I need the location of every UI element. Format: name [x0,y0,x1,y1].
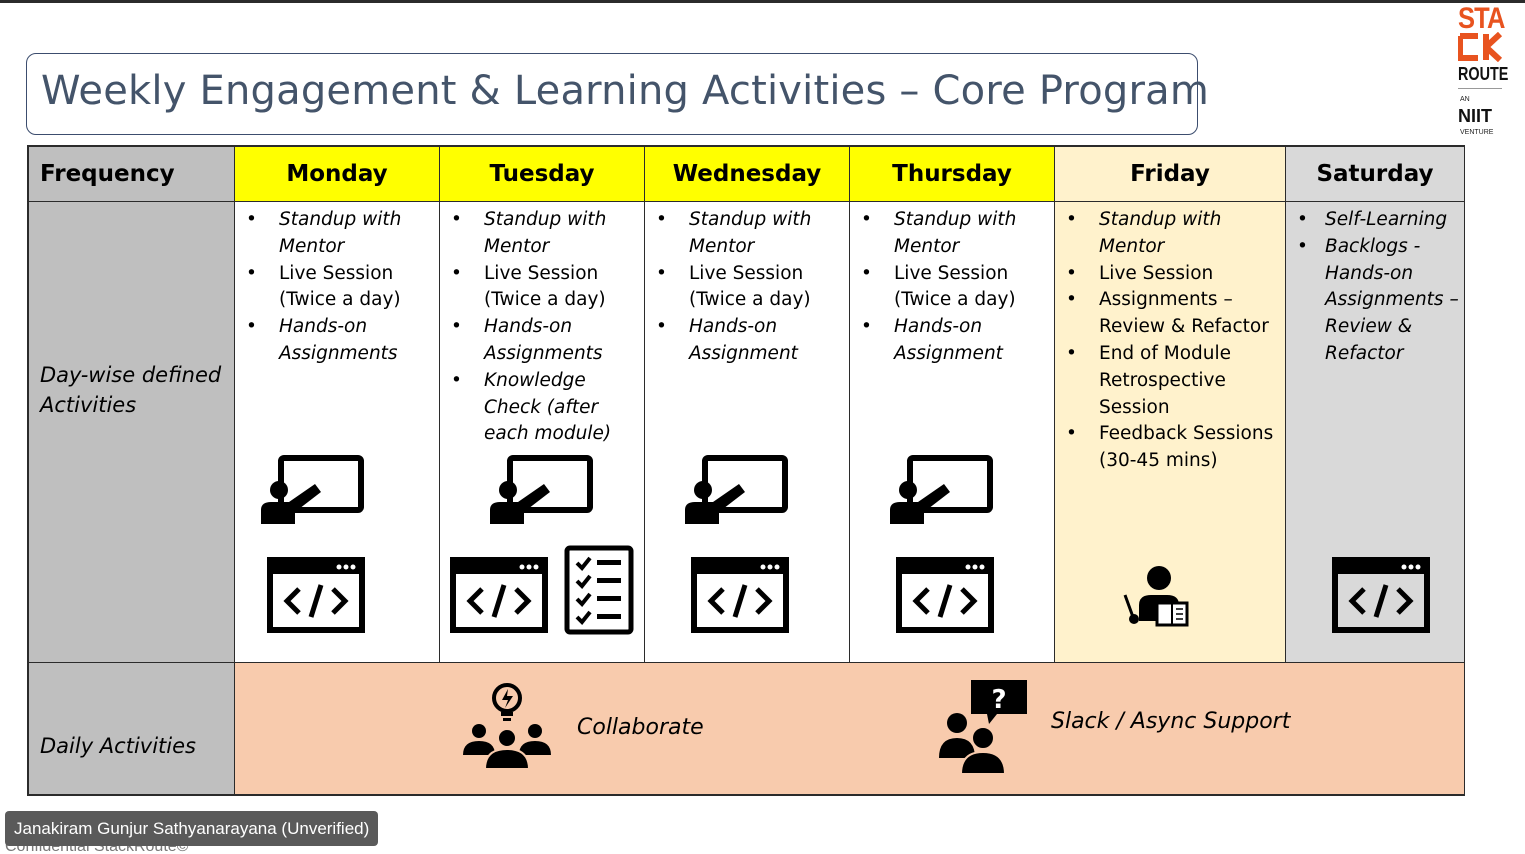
list-item: Assignments – Review & Refactor [1063,287,1281,341]
checklist-icon [564,545,634,635]
row-label-daily: Daily Activities [40,734,196,758]
code-window-icon [1332,557,1430,633]
list-item: Hands-on Assignments [448,314,638,368]
list-item: Standup with Mentor [448,207,638,261]
logo-ck-mark [1458,32,1502,62]
header-saturday: Saturday [1286,147,1464,202]
presentation-icon [490,455,593,524]
logo-venture-text: VENTURE [1460,129,1494,136]
friday-activity-list: Standup with Mentor Live Session Assignm… [1063,207,1281,475]
svg-text:?: ? [991,685,1006,715]
list-item: Backlogs - Hands-on Assignments – Review… [1294,234,1462,368]
presentation-icon [685,455,788,524]
code-window-icon [267,557,365,633]
friday-cell: Standup with Mentor Live Session Assignm… [1055,202,1286,663]
presentation-icon [261,455,364,524]
logo-divider [1458,88,1502,89]
code-window-icon [896,557,994,633]
list-item: Live Session (Twice a day) [243,261,433,315]
code-window-icon [450,557,548,633]
activities-table: Frequency Monday Tuesday Wednesday Thurs… [27,145,1465,796]
logo-an-text: AN [1460,96,1470,103]
monday-activity-list: Standup with Mentor Live Session (Twice … [243,207,433,368]
list-item: Live Session (Twice a day) [858,261,1048,315]
slack-support-label: Slack / Async Support [1051,709,1291,734]
logo-sta-text: STA [1458,2,1505,35]
logo-niit-text: NIIT [1458,106,1492,126]
monday-cell: Standup with Mentor Live Session (Twice … [235,202,440,663]
thursday-activity-list: Standup with Mentor Live Session (Twice … [858,207,1048,368]
tuesday-cell: Standup with Mentor Live Session (Twice … [440,202,645,663]
list-item: Live Session (Twice a day) [653,261,843,315]
wednesday-activity-list: Standup with Mentor Live Session (Twice … [653,207,843,368]
header-monday: Monday [235,147,440,202]
thursday-cell: Standup with Mentor Live Session (Twice … [850,202,1055,663]
list-item: Hands-on Assignment [653,314,843,368]
header-friday: Friday [1055,147,1286,202]
list-item: End of Module Retrospective Session [1063,341,1281,421]
row-label-daily-cell: Daily Activities [29,663,235,794]
stackroute-logo: STA ROUTE AN NIIT VENTURE [1452,2,1512,142]
row-label-daywise-cell: Day-wise defined Activities [29,202,235,663]
teacher-reading-icon [1123,566,1189,627]
collaborate-label: Collaborate [577,715,704,740]
row-label-daywise: Day-wise defined Activities [40,363,222,417]
header-wednesday: Wednesday [645,147,850,202]
list-item: Self-Learning [1294,207,1462,234]
code-window-icon [691,557,789,633]
slide-title: Weekly Engagement & Learning Activities … [41,68,1209,114]
list-item: Standup with Mentor [1063,207,1281,261]
presentation-icon [890,455,993,524]
header-tuesday: Tuesday [440,147,645,202]
header-thursday: Thursday [850,147,1055,202]
list-item: Knowledge Check (after each module) [448,368,638,448]
header-frequency: Frequency [29,147,235,202]
help-chat-icon: ? [939,680,1027,775]
window-top-border [0,0,1525,3]
list-item: Standup with Mentor [858,207,1048,261]
list-item: Live Session (Twice a day) [448,261,638,315]
team-idea-icon [463,683,551,770]
saturday-activity-list: Self-Learning Backlogs - Hands-on Assign… [1294,207,1462,368]
saturday-cell: Self-Learning Backlogs - Hands-on Assign… [1286,202,1464,663]
list-item: Hands-on Assignment [858,314,1048,368]
slide-title-box: Weekly Engagement & Learning Activities … [26,53,1209,135]
tuesday-activity-list: Standup with Mentor Live Session (Twice … [448,207,638,448]
list-item: Hands-on Assignments [243,314,433,368]
list-item: Standup with Mentor [653,207,843,261]
logo-route-text: ROUTE [1458,64,1509,84]
list-item: Standup with Mentor [243,207,433,261]
wednesday-cell: Standup with Mentor Live Session (Twice … [645,202,850,663]
list-item: Live Session [1063,261,1281,288]
daily-activities-cell: Collaborate ? Slack / Async Support [235,663,1464,794]
participant-name-tag: Janakiram Gunjur Sathyanarayana (Unverif… [5,811,379,846]
list-item: Feedback Sessions (30-45 mins) [1063,421,1281,475]
